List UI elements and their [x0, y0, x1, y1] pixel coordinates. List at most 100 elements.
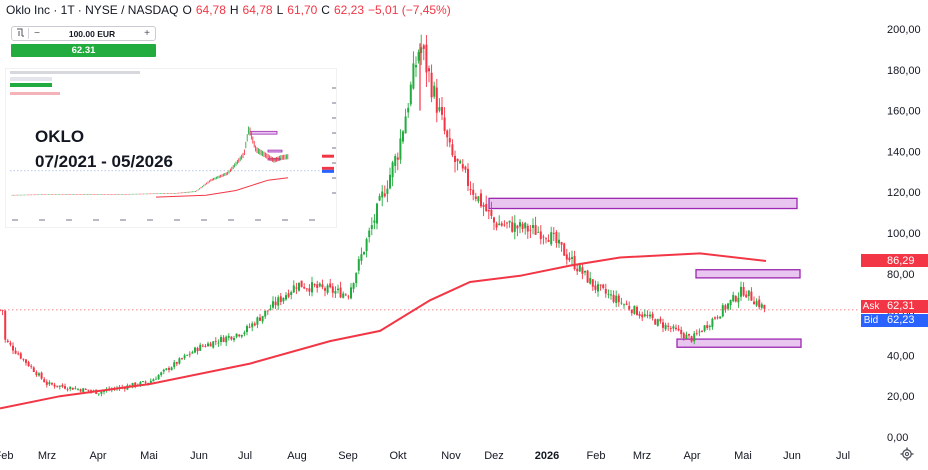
- candle-body: [175, 362, 178, 364]
- candle: [763, 304, 766, 313]
- candle: [526, 223, 529, 239]
- x-axis-tick: Apr: [89, 450, 106, 462]
- candle-body: [274, 301, 277, 306]
- candle-body: [191, 352, 194, 354]
- candle-body: [435, 87, 438, 113]
- candle: [64, 383, 66, 390]
- candle-body: [721, 305, 724, 317]
- candle-body: [324, 288, 326, 291]
- candle-body: [14, 350, 17, 354]
- candle-body: [311, 282, 313, 293]
- candle: [412, 51, 415, 90]
- candle-body: [178, 358, 181, 364]
- candle-body: [519, 222, 521, 227]
- candle-body: [737, 297, 740, 303]
- x-axis-tick: Mrz: [633, 450, 651, 462]
- candle-body: [264, 310, 267, 317]
- candle-body: [669, 327, 672, 329]
- candle: [84, 387, 87, 390]
- candle: [464, 165, 467, 173]
- candle: [576, 265, 579, 276]
- candle: [329, 278, 332, 289]
- candle: [61, 383, 64, 388]
- candle: [651, 311, 654, 321]
- y-axis-tick: 80,00: [887, 269, 915, 281]
- candle: [253, 321, 256, 327]
- inset-x-tick: [66, 219, 72, 221]
- candle: [337, 284, 339, 294]
- chart-settings-icon[interactable]: [900, 447, 914, 461]
- candle-body: [563, 243, 566, 256]
- quantity-value[interactable]: 100.00 EUR: [68, 28, 116, 39]
- candle: [402, 129, 404, 144]
- candle: [170, 366, 173, 371]
- candle-body: [227, 335, 230, 338]
- inset-ma-tag: [322, 154, 334, 158]
- candle: [558, 232, 560, 248]
- candle-body: [422, 45, 425, 49]
- decrease-button[interactable]: −: [34, 28, 40, 39]
- candle-body: [581, 267, 584, 274]
- candle: [311, 276, 313, 297]
- candle: [443, 107, 446, 135]
- candle: [643, 309, 646, 318]
- candle: [534, 216, 537, 235]
- candle: [607, 289, 610, 299]
- candle-body: [378, 195, 381, 201]
- candle: [620, 297, 623, 305]
- candle: [664, 322, 667, 331]
- candle: [682, 331, 685, 341]
- candle: [555, 230, 558, 248]
- candle-body: [225, 336, 228, 343]
- candle-body: [701, 331, 703, 332]
- candle: [586, 269, 589, 283]
- inset-chart: [10, 71, 336, 221]
- candle-body: [368, 230, 371, 238]
- increase-button[interactable]: +: [144, 28, 150, 39]
- inset-qty: [10, 77, 52, 81]
- x-axis-tick: Jun: [190, 450, 208, 462]
- candle: [386, 180, 389, 203]
- candle: [240, 334, 243, 339]
- candles: [0, 34, 766, 397]
- candle-body: [763, 304, 766, 309]
- candle: [615, 290, 618, 308]
- candle-body: [438, 107, 441, 111]
- inset-x-tick: [12, 219, 18, 221]
- candle: [220, 334, 222, 346]
- candle: [547, 234, 550, 243]
- candle: [14, 347, 17, 355]
- candle: [732, 291, 735, 303]
- candle: [53, 382, 56, 389]
- candle-body: [25, 359, 27, 363]
- candle: [383, 185, 386, 198]
- candle: [227, 333, 230, 341]
- candle-body: [573, 256, 576, 270]
- candle-body: [22, 358, 25, 360]
- candle: [243, 330, 246, 337]
- candle: [212, 341, 215, 349]
- inset-y-tick: [332, 162, 336, 164]
- candle: [698, 328, 701, 337]
- buy-price-button[interactable]: 62.31: [11, 44, 156, 57]
- candle-body: [100, 391, 103, 394]
- candle-body: [149, 380, 152, 383]
- candle-body: [487, 209, 490, 212]
- candle-body: [467, 168, 469, 186]
- symbol-name[interactable]: Oklo Inc · 1T · NYSE / NASDAQ: [6, 3, 179, 17]
- x-axis-tick: Jul: [238, 450, 252, 462]
- order-ticket-icon[interactable]: [12, 28, 28, 40]
- candle-body: [326, 285, 329, 293]
- candle-body: [620, 302, 623, 304]
- candle-body: [212, 341, 215, 348]
- candle-body: [266, 310, 269, 312]
- candle: [331, 283, 334, 298]
- candle: [461, 159, 464, 172]
- quantity-stepper[interactable]: − 100.00 EUR +: [11, 26, 156, 41]
- candle-body: [53, 384, 56, 387]
- candle: [480, 189, 482, 208]
- candle: [498, 215, 501, 226]
- candle: [378, 193, 381, 202]
